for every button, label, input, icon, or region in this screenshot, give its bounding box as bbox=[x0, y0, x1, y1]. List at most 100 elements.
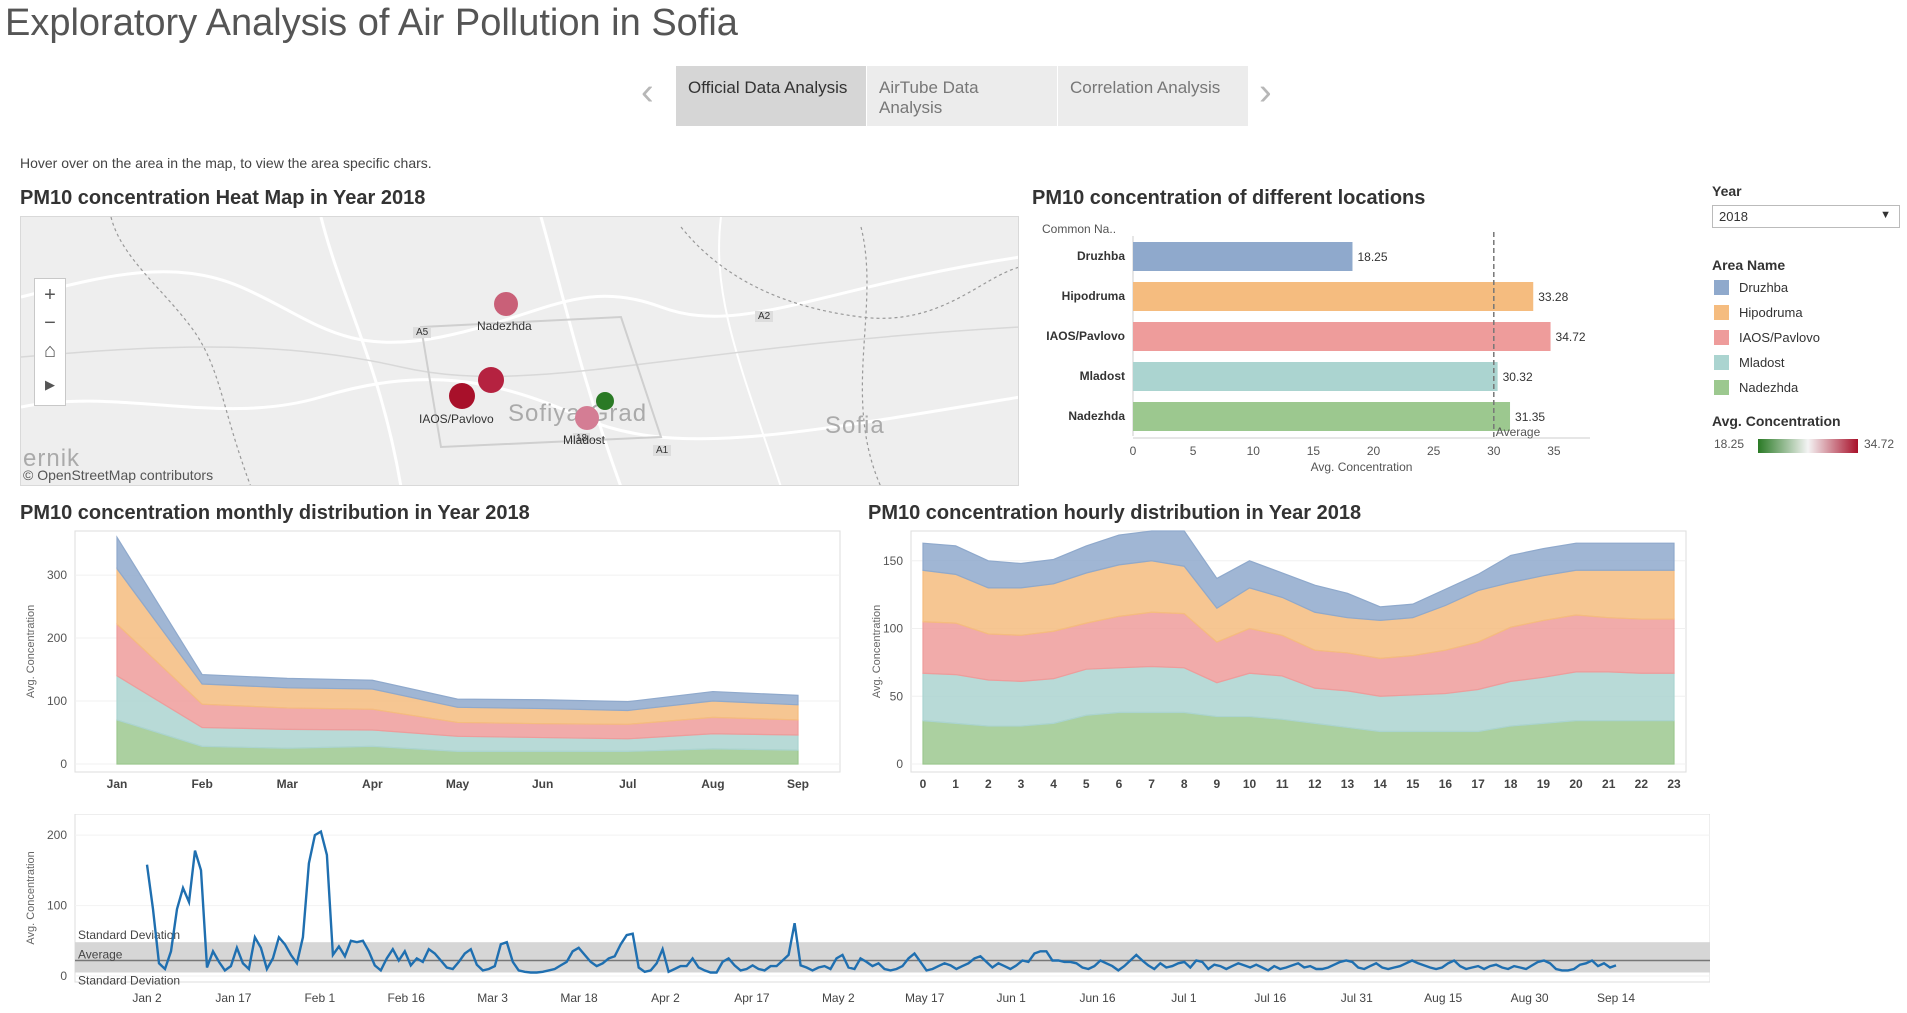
map-point-hipodruma[interactable] bbox=[478, 367, 504, 393]
bar-category-label: IAOS/Pavlovo bbox=[1046, 329, 1125, 343]
bar-chart[interactable]: Common Na.. Druzhba 18.25 Hipodruma 33.28 IAO… bbox=[1030, 222, 1700, 484]
x-tick-label: Jun 16 bbox=[1080, 991, 1116, 1005]
map-label-region: Sofia bbox=[825, 412, 885, 439]
legend-swatch bbox=[1714, 330, 1729, 345]
monthly-chart[interactable]: 0 100 200 300 Jan Feb Mar Apr May Jun Jul Aug Sep Avg… bbox=[20, 530, 860, 806]
x-tick-label: 10 bbox=[1243, 777, 1257, 791]
tab-airtube-data-analysis[interactable]: AirTube Data Analysis bbox=[867, 66, 1057, 126]
std-dev-upper-label: Standard Deviation bbox=[78, 928, 180, 942]
x-tick-label: 13 bbox=[1341, 777, 1355, 791]
x-tick-label: Jul 31 bbox=[1341, 991, 1373, 1005]
map-title: PM10 concentration Heat Map in Year 2018 bbox=[20, 187, 426, 209]
x-tick-label: Jan 2 bbox=[132, 991, 162, 1005]
year-select[interactable]: 2018 ▼ bbox=[1712, 205, 1900, 228]
bar-chart-title: PM10 concentration of different location… bbox=[1032, 187, 1426, 209]
year-select-value: 2018 bbox=[1719, 209, 1748, 224]
bar bbox=[1133, 402, 1511, 431]
y-tick-label: 50 bbox=[890, 689, 904, 703]
daily-chart[interactable]: 0 100 200 Standard Deviation Average Standard… bbox=[20, 814, 1710, 1010]
bar-value-label: 30.32 bbox=[1503, 370, 1533, 384]
y-tick-label: 150 bbox=[883, 554, 903, 568]
x-tick-label: 21 bbox=[1602, 777, 1616, 791]
play-icon[interactable]: ▶ bbox=[45, 377, 55, 392]
tab-correlation-analysis[interactable]: Correlation Analysis bbox=[1058, 66, 1248, 126]
road-label-a2: A2 bbox=[755, 311, 774, 322]
area-legend: Druzhba Hipodruma IAOS/Pavlovo Mladost N… bbox=[1714, 280, 1894, 410]
x-tick-label: Jul bbox=[619, 777, 636, 791]
x-tick-label: 5 bbox=[1190, 444, 1197, 458]
road-label-a1: A1 bbox=[653, 445, 672, 456]
map-point-nadezhda[interactable] bbox=[494, 292, 518, 316]
y-tick-label: 100 bbox=[883, 622, 903, 636]
map-label-mladost: Mladost bbox=[563, 433, 606, 447]
hourly-chart-title: PM10 concentration hourly distribution i… bbox=[868, 502, 1362, 524]
x-tick-label: 8 bbox=[1181, 777, 1188, 791]
home-icon[interactable]: ⌂ bbox=[43, 340, 57, 362]
x-tick-label: Feb bbox=[191, 777, 212, 791]
legend-swatch bbox=[1714, 305, 1729, 320]
heat-map[interactable]: Sofiya-Grad Sofia ernik A5 A2 A1 18 + − … bbox=[20, 216, 1019, 486]
area-series bbox=[922, 530, 1675, 622]
x-tick-label: 7 bbox=[1148, 777, 1155, 791]
x-tick-label: 9 bbox=[1214, 777, 1221, 791]
legend-item-mladost[interactable]: Mladost bbox=[1714, 355, 1785, 370]
map-point-druzhba[interactable] bbox=[596, 392, 614, 410]
x-tick-label: May 2 bbox=[822, 991, 855, 1005]
bar-value-label: 33.28 bbox=[1538, 290, 1568, 304]
y-tick-label: 0 bbox=[896, 757, 903, 771]
zoom-in-icon[interactable]: + bbox=[44, 284, 56, 306]
map-label-town: ernik bbox=[23, 445, 81, 472]
legend-label: Nadezhda bbox=[1739, 380, 1799, 395]
map-point-iaos-pavlovo[interactable] bbox=[449, 383, 475, 409]
y-tick-label: 100 bbox=[47, 694, 67, 708]
y-axis-label: Avg. Concentration bbox=[25, 851, 37, 944]
bar bbox=[1133, 242, 1353, 271]
x-tick-label: 35 bbox=[1547, 444, 1561, 458]
legend-item-nadezhda[interactable]: Nadezhda bbox=[1714, 380, 1798, 395]
bar bbox=[1133, 282, 1534, 311]
x-tick-label: Apr 2 bbox=[651, 991, 680, 1005]
y-tick-label: 200 bbox=[47, 631, 67, 645]
road-label-18: 18 bbox=[573, 433, 591, 444]
y-axis-label: Avg. Concentration bbox=[25, 605, 37, 698]
concentration-min: 18.25 bbox=[1714, 437, 1745, 451]
map-label-iaos-pavlovo: IAOS/Pavlovo bbox=[419, 412, 494, 426]
x-tick-label: 22 bbox=[1635, 777, 1649, 791]
area-legend-title: Area Name bbox=[1712, 257, 1786, 273]
concentration-max: 34.72 bbox=[1864, 437, 1895, 451]
y-tick-label: 0 bbox=[60, 969, 67, 983]
legend-item-hipodruma[interactable]: Hipodruma bbox=[1714, 305, 1803, 320]
x-tick-label: May bbox=[446, 777, 470, 791]
legend-swatch bbox=[1714, 355, 1729, 370]
x-tick-label: Aug 30 bbox=[1511, 991, 1549, 1005]
average-label: Average bbox=[78, 948, 123, 962]
tab-official-data-analysis[interactable]: Official Data Analysis bbox=[676, 66, 866, 126]
x-tick-label: 14 bbox=[1373, 777, 1387, 791]
x-tick-label: May 17 bbox=[905, 991, 945, 1005]
chevron-left-icon[interactable]: ‹ bbox=[641, 71, 654, 113]
legend-label: Hipodruma bbox=[1739, 305, 1803, 320]
x-tick-label: 6 bbox=[1116, 777, 1123, 791]
x-tick-label: 0 bbox=[920, 777, 927, 791]
map-label-nadezhda: Nadezhda bbox=[477, 319, 532, 333]
x-tick-label: Aug bbox=[701, 777, 724, 791]
bar bbox=[1133, 322, 1551, 351]
std-dev-lower-label: Standard Deviation bbox=[78, 973, 180, 987]
chevron-right-icon[interactable]: › bbox=[1259, 71, 1272, 113]
legend-item-iaos-pavlovo[interactable]: IAOS/Pavlovo bbox=[1714, 330, 1820, 345]
page-title: Exploratory Analysis of Air Pollution in… bbox=[5, 2, 738, 44]
map-background bbox=[21, 217, 1018, 485]
x-tick-label: 23 bbox=[1667, 777, 1681, 791]
x-tick-label: Mar 3 bbox=[477, 991, 508, 1005]
map-point-mladost[interactable] bbox=[575, 406, 599, 430]
zoom-out-icon[interactable]: − bbox=[44, 312, 56, 334]
x-tick-label: Aug 15 bbox=[1424, 991, 1462, 1005]
y-tick-label: 0 bbox=[60, 757, 67, 771]
x-tick-label: Jan 17 bbox=[215, 991, 251, 1005]
legend-item-druzhba[interactable]: Druzhba bbox=[1714, 280, 1788, 295]
x-tick-label: Jun bbox=[532, 777, 553, 791]
x-tick-label: 19 bbox=[1537, 777, 1551, 791]
x-tick-label: 15 bbox=[1406, 777, 1420, 791]
x-tick-label: Jan bbox=[107, 777, 128, 791]
